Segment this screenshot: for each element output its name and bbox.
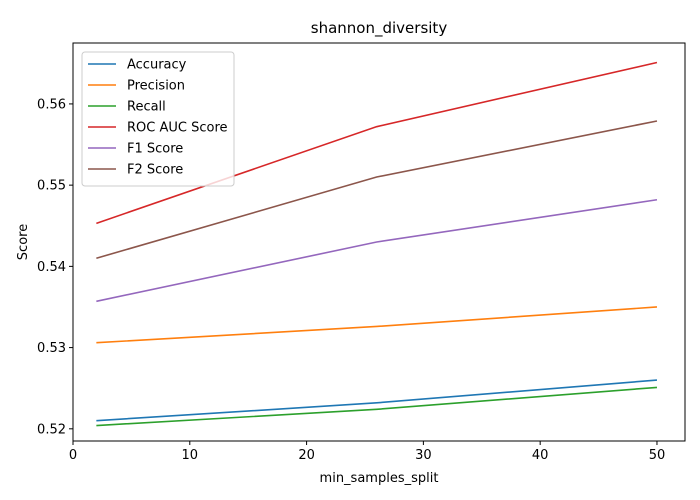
- legend-label: Precision: [127, 79, 185, 94]
- y-tick-label: 0.54: [37, 260, 66, 275]
- legend-box: [81, 51, 235, 187]
- y-tick-label: 0.56: [37, 97, 66, 112]
- series-line-accuracy: [96, 379, 658, 422]
- legend-label: F2 Score: [127, 163, 183, 178]
- x-tick-label: 50: [649, 448, 666, 463]
- y-axis-label: Score: [16, 224, 31, 260]
- x-tick-label: 40: [532, 448, 549, 463]
- x-axis-ticks: 0 10 20 30 40 50: [69, 441, 665, 463]
- chart-title: shannon_diversity: [311, 19, 448, 38]
- y-tick-label: 0.55: [37, 179, 66, 194]
- series-line-f2-score: [96, 120, 658, 260]
- series-line-precision: [96, 306, 658, 344]
- legend-label: Accuracy: [127, 58, 187, 73]
- series-line-roc-auc-score: [96, 61, 658, 225]
- y-axis-ticks: 0.52 0.53 0.54 0.55 0.56: [37, 97, 73, 437]
- series-line-f1-score: [96, 198, 658, 303]
- y-tick-label: 0.52: [37, 422, 66, 437]
- legend-label: Recall: [127, 100, 166, 115]
- legend-label: F1 Score: [127, 142, 183, 157]
- legend-label: ROC AUC Score: [127, 121, 228, 136]
- x-axis-label: min_samples_split: [320, 471, 439, 486]
- x-tick-label: 20: [298, 448, 315, 463]
- x-tick-label: 30: [415, 448, 432, 463]
- plot-lines: [96, 61, 658, 427]
- x-tick-label: 0: [69, 448, 77, 463]
- series-line-recall: [96, 386, 658, 427]
- y-tick-label: 0.53: [37, 341, 66, 356]
- plot-frame: [72, 42, 686, 442]
- legend: Accuracy Precision Recall ROC AUC Score F1 S…: [81, 51, 235, 187]
- x-tick-label: 10: [182, 448, 199, 463]
